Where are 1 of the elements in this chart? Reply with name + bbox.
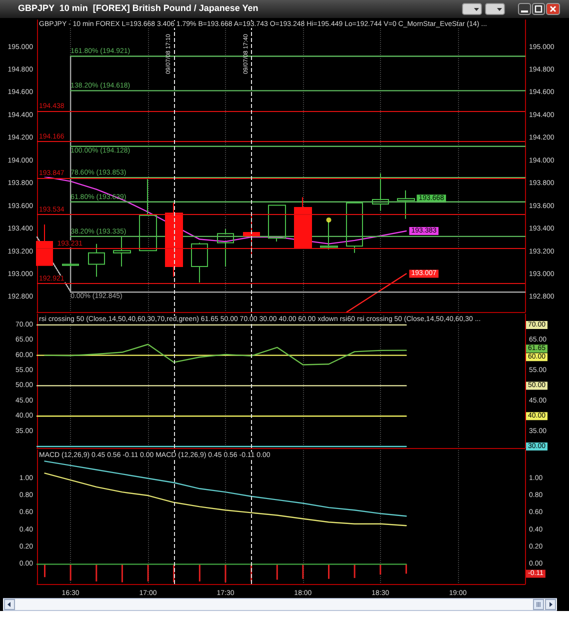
chart-title: GBPJPY 10 min [FOREX] British Pound / Japanese Yen bbox=[18, 3, 258, 13]
